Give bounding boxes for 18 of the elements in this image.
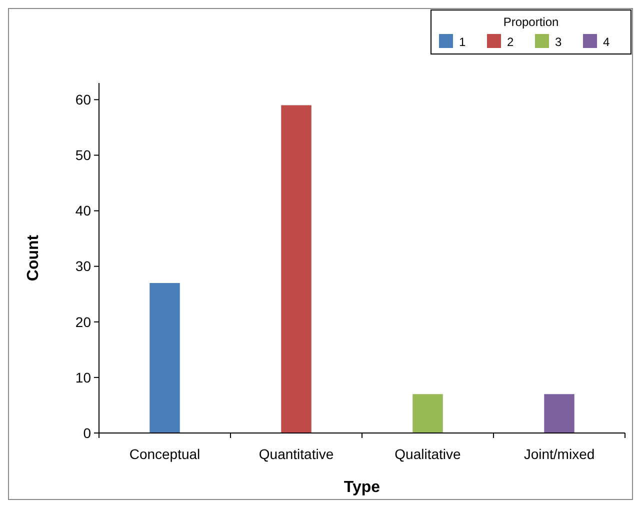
y-tick-label: 30 <box>75 258 92 274</box>
y-tick-label: 40 <box>75 202 92 219</box>
y-axis-title: Count <box>25 234 42 282</box>
x-tick-label: Joint/mixed <box>524 446 595 462</box>
x-tick-label: Quantitative <box>258 446 334 462</box>
legend-title: Proportion <box>503 15 559 29</box>
legend-label: 2 <box>507 35 514 49</box>
legend-label: 1 <box>459 35 466 49</box>
y-tick-label: 20 <box>75 314 92 330</box>
y-tick-label: 10 <box>75 369 92 386</box>
x-tick-label: Conceptual <box>129 446 200 462</box>
y-tick-label: 60 <box>75 92 92 108</box>
y-tick-label: 50 <box>75 147 92 164</box>
legend-label: 3 <box>555 35 562 49</box>
x-tick-label: Qualitative <box>394 446 462 462</box>
y-tick-label: 0 <box>83 424 92 441</box>
legend-label: 4 <box>603 35 610 49</box>
x-axis-title: Type <box>344 479 380 496</box>
